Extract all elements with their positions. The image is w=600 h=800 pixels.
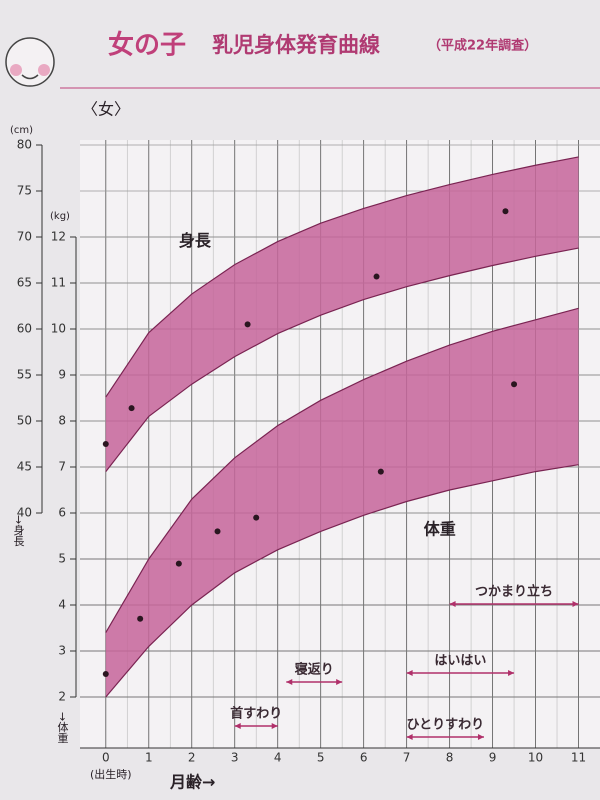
measurement-dot: [175, 560, 182, 567]
measurement-dot: [253, 514, 260, 521]
arrow-head: [286, 679, 293, 685]
y-tick-label: 8: [58, 414, 66, 428]
milestone-label: はいはい: [434, 654, 486, 669]
y-tick-label: 2: [58, 690, 66, 704]
y2-tick-label: 55: [17, 368, 32, 382]
milestone-label: 首すわり: [230, 706, 282, 722]
arrow-head: [508, 670, 515, 676]
y-tick-label: 4: [58, 598, 66, 612]
measurement-dot: [102, 441, 109, 447]
y-tick-label: 5: [58, 552, 66, 566]
y-tick-label: 6: [58, 506, 66, 520]
arrow-head: [406, 670, 413, 676]
y2-tick-label: 65: [17, 276, 32, 290]
measurement-dot: [502, 208, 509, 215]
measurement-dot: [128, 405, 135, 412]
band-label: 体重: [424, 520, 456, 539]
milestone-label: ひとりすわり: [406, 718, 484, 733]
arrow-head: [406, 734, 413, 740]
x-tick-label: 7: [403, 751, 411, 765]
mouth: [21, 74, 39, 80]
band-edge: [105, 156, 579, 398]
cheek: [38, 64, 50, 76]
x-axis-label: 月齢→: [169, 773, 215, 792]
y-tick-label: 9: [58, 368, 66, 382]
x-tick-label: 11: [571, 751, 586, 765]
measurement-dot: [244, 321, 251, 328]
arrow-head: [572, 601, 579, 607]
band-area: [105, 156, 579, 472]
y2-tick-label: 40: [17, 506, 32, 520]
face-icon: [5, 37, 55, 87]
x-tick-label: 8: [446, 751, 454, 765]
y-tick-label: 11: [51, 276, 66, 290]
arrow-head: [477, 734, 484, 740]
y-tick-label: 7: [58, 460, 66, 474]
band-label: 身長: [179, 231, 212, 250]
arrow-head: [234, 723, 241, 729]
band-area: [105, 308, 579, 697]
x-tick-label: 6: [360, 751, 368, 765]
y2-axis-label: →身長: [12, 515, 25, 547]
milestone-label: 寝返り: [295, 662, 334, 678]
y2-tick-label: 70: [17, 230, 32, 244]
band-edge: [105, 464, 579, 698]
milestone-label: つかまり立ち: [475, 584, 553, 600]
measurement-dot: [377, 468, 384, 475]
x-tick-label: 2: [188, 751, 196, 765]
sex-label: 〈女〉: [82, 100, 130, 119]
y-axis-label: →体重: [56, 712, 69, 743]
y2-tick-label: 45: [17, 460, 32, 474]
chart-title: 女の子: [108, 30, 186, 61]
measurement-dot: [373, 273, 380, 280]
arrow-head: [336, 679, 343, 685]
chart-subtitle: 乳児身体発育曲線: [212, 33, 380, 57]
band-edge: [105, 307, 579, 633]
y2-tick-label: 80: [17, 138, 32, 152]
y2-tick-label: 50: [17, 414, 32, 428]
x-tick-label: 0: [102, 751, 110, 765]
y2-tick-label: 60: [17, 322, 32, 336]
measurement-dot: [511, 381, 518, 388]
birth-label: (出生時): [90, 767, 132, 781]
x-tick-label: 10: [528, 751, 543, 765]
measurement-dot: [137, 615, 144, 622]
arrow-head: [449, 601, 456, 607]
y2-unit: (cm): [10, 125, 33, 136]
x-tick-label: 9: [489, 751, 497, 765]
x-tick-label: 1: [145, 751, 153, 765]
y-tick-label: 10: [51, 322, 66, 336]
x-tick-label: 4: [274, 751, 282, 765]
arrow-head: [271, 723, 278, 729]
band-edge: [105, 247, 579, 472]
x-tick-label: 3: [231, 751, 239, 765]
y-unit: (kg): [50, 211, 70, 222]
y-tick-label: 3: [58, 644, 66, 658]
y2-tick-label: 75: [17, 184, 32, 198]
x-tick-label: 5: [317, 751, 325, 765]
y-tick-label: 12: [51, 230, 66, 244]
measurement-dot: [214, 528, 221, 535]
cheek: [10, 64, 22, 76]
survey-note: （平成22年調査）: [428, 38, 537, 54]
measurement-dot: [102, 671, 109, 677]
